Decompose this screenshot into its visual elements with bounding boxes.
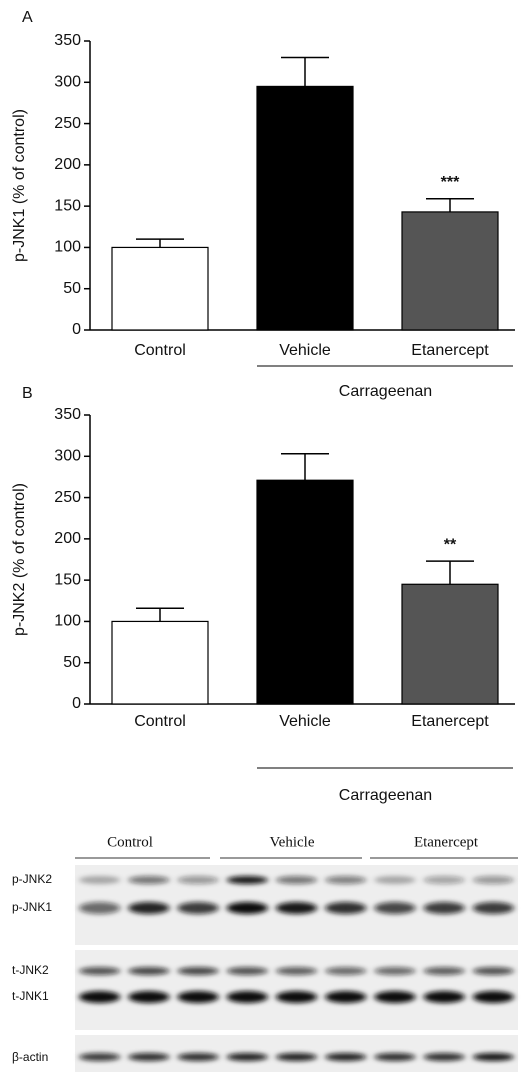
bar [257,86,353,330]
band [423,1053,464,1061]
band [227,876,268,884]
band [177,902,218,914]
band-label: t-JNK1 [12,989,49,1003]
y-axis-label: p-JNK1 (% of control) [11,109,28,262]
band [128,991,169,1003]
group-label: Carrageenan [339,787,432,804]
y-tick-label: 0 [72,695,81,712]
band [423,991,464,1003]
band [128,967,169,975]
band [227,902,268,914]
band [325,967,366,975]
band [473,1053,514,1061]
band [177,876,218,884]
band [325,1053,366,1061]
band [177,1053,218,1061]
x-tick-label: Etanercept [411,713,489,730]
blot-group-label: Vehicle [270,834,315,850]
y-tick-label: 250 [54,489,81,506]
y-tick-label: 250 [54,115,81,132]
band [128,876,169,884]
panel-label: A [22,9,33,26]
bar [257,480,353,704]
band [374,967,415,975]
western-blot: Control Vehicle Etanercept p-JNK2 p-JNK1… [12,834,518,1072]
significance-marker: ** [444,536,457,553]
band [79,991,120,1003]
figure: Control Vehicle Etanercept p-JNK2 p-JNK1… [0,0,521,1072]
band [128,902,169,914]
y-tick-label: 0 [72,321,81,338]
group-label: Carrageenan [339,383,432,400]
band [325,902,366,914]
x-tick-label: Control [134,342,186,359]
band [227,967,268,975]
band-label: p-JNK1 [12,900,52,914]
x-tick-label: Etanercept [411,342,489,359]
bar [402,584,498,704]
band [473,876,514,884]
y-tick-label: 300 [54,74,81,91]
x-tick-label: Vehicle [279,342,331,359]
y-tick-label: 200 [54,530,81,547]
band [79,876,120,884]
y-tick-label: 100 [54,613,81,630]
band [79,967,120,975]
blot-panel [75,950,518,1030]
band [325,876,366,884]
band [473,991,514,1003]
band [423,876,464,884]
x-tick-label: Control [134,713,186,730]
band [374,902,415,914]
x-tick-label: Vehicle [279,713,331,730]
band [227,991,268,1003]
y-tick-label: 350 [54,32,81,49]
band [276,991,317,1003]
significance-marker: *** [441,174,460,191]
band [423,902,464,914]
band [276,902,317,914]
band [423,967,464,975]
y-tick-label: 200 [54,156,81,173]
band [276,1053,317,1061]
band [276,876,317,884]
band [177,967,218,975]
band-label: β-actin [12,1050,48,1064]
band [177,991,218,1003]
y-tick-label: 150 [54,571,81,588]
bands [79,876,514,1061]
band [473,902,514,914]
bar [402,212,498,330]
band [473,967,514,975]
band [276,967,317,975]
band [79,902,120,914]
y-axis-label: p-JNK2 (% of control) [11,483,28,636]
bar [112,621,208,704]
band [128,1053,169,1061]
band-label: p-JNK2 [12,872,52,886]
band [374,1053,415,1061]
bar [112,247,208,330]
panel-label: B [22,385,33,402]
y-tick-label: 50 [63,280,81,297]
band [374,991,415,1003]
y-tick-label: 100 [54,239,81,256]
band [325,991,366,1003]
blot-group-label: Control [107,834,153,850]
band-label: t-JNK2 [12,963,49,977]
band [374,876,415,884]
y-tick-label: 50 [63,654,81,671]
y-tick-label: 150 [54,197,81,214]
band [79,1053,120,1061]
y-tick-label: 300 [54,448,81,465]
blot-group-label: Etanercept [414,834,479,850]
y-tick-label: 350 [54,406,81,423]
band [227,1053,268,1061]
